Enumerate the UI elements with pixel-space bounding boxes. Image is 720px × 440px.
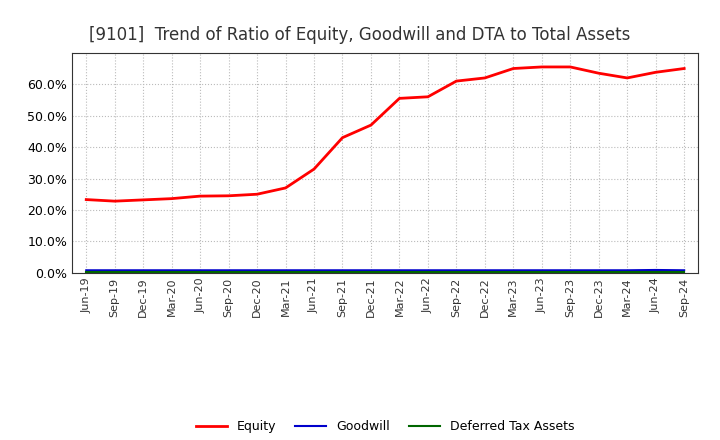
Equity [225,193,233,198]
Equity [82,197,91,202]
Equity [595,70,603,76]
Legend: Equity, Goodwill, Deferred Tax Assets: Equity, Goodwill, Deferred Tax Assets [191,415,580,438]
Equity [395,96,404,101]
Deferred Tax Assets [366,269,375,275]
Deferred Tax Assets [196,269,204,275]
Deferred Tax Assets [253,269,261,275]
Goodwill [680,268,688,273]
Deferred Tax Assets [338,269,347,275]
Goodwill [652,268,660,273]
Deferred Tax Assets [139,269,148,275]
Equity [423,94,432,99]
Deferred Tax Assets [537,269,546,275]
Goodwill [566,268,575,273]
Deferred Tax Assets [423,269,432,275]
Deferred Tax Assets [225,269,233,275]
Goodwill [595,268,603,273]
Deferred Tax Assets [623,269,631,275]
Deferred Tax Assets [452,269,461,275]
Deferred Tax Assets [480,269,489,275]
Equity [253,191,261,197]
Equity [167,196,176,201]
Line: Equity: Equity [86,67,684,201]
Equity [509,66,518,71]
Goodwill [225,268,233,273]
Text: [9101]  Trend of Ratio of Equity, Goodwill and DTA to Total Assets: [9101] Trend of Ratio of Equity, Goodwil… [89,26,631,44]
Deferred Tax Assets [680,269,688,275]
Goodwill [452,268,461,273]
Goodwill [82,268,91,273]
Deferred Tax Assets [652,269,660,275]
Equity [452,78,461,84]
Goodwill [139,268,148,273]
Equity [652,70,660,75]
Equity [282,185,290,191]
Goodwill [196,268,204,273]
Goodwill [366,268,375,273]
Deferred Tax Assets [509,269,518,275]
Equity [196,194,204,199]
Deferred Tax Assets [310,269,318,275]
Goodwill [167,268,176,273]
Goodwill [623,268,631,273]
Deferred Tax Assets [395,269,404,275]
Goodwill [537,268,546,273]
Goodwill [282,268,290,273]
Equity [480,75,489,81]
Deferred Tax Assets [595,269,603,275]
Deferred Tax Assets [282,269,290,275]
Equity [110,198,119,204]
Deferred Tax Assets [566,269,575,275]
Deferred Tax Assets [82,269,91,275]
Goodwill [253,268,261,273]
Deferred Tax Assets [167,269,176,275]
Goodwill [338,268,347,273]
Equity [338,135,347,140]
Goodwill [395,268,404,273]
Goodwill [310,268,318,273]
Equity [537,64,546,70]
Goodwill [480,268,489,273]
Equity [680,66,688,71]
Goodwill [110,268,119,273]
Goodwill [509,268,518,273]
Equity [366,122,375,128]
Equity [310,166,318,172]
Equity [139,197,148,202]
Goodwill [423,268,432,273]
Equity [623,75,631,81]
Deferred Tax Assets [110,269,119,275]
Equity [566,64,575,70]
